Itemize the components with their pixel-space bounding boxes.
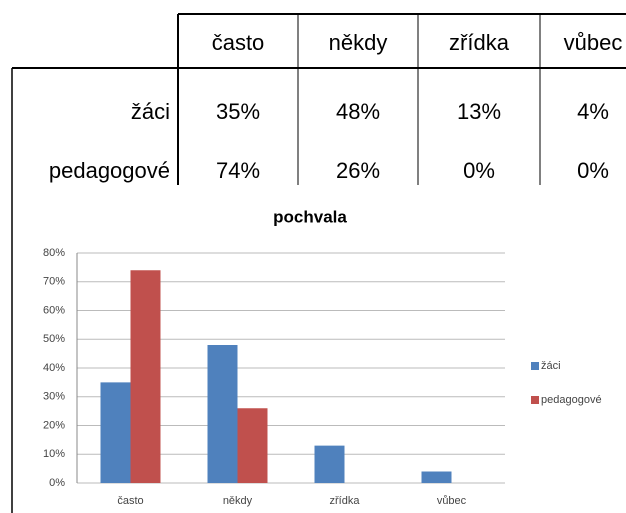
- table-cell: 26%: [336, 158, 380, 183]
- legend-label: žáci: [541, 360, 561, 372]
- bar: [237, 408, 268, 483]
- table-cell: 48%: [336, 99, 380, 124]
- y-tick-label: 0%: [49, 477, 65, 489]
- legend-swatch: [531, 396, 539, 404]
- bar: [130, 270, 161, 483]
- table-header: zřídka: [449, 30, 510, 55]
- table-lines: [11, 13, 626, 513]
- x-tick-label: zřídka: [330, 495, 361, 507]
- table-cell: 0%: [577, 158, 609, 183]
- table-header: někdy: [329, 30, 388, 55]
- y-tick-label: 20%: [43, 419, 65, 431]
- y-tick-label: 70%: [43, 276, 65, 288]
- legend-label: pedagogové: [541, 394, 602, 406]
- y-tick-label: 30%: [43, 391, 65, 403]
- y-tick-label: 10%: [43, 448, 65, 460]
- y-tick-label: 50%: [43, 333, 65, 345]
- legend-swatch: [531, 362, 539, 370]
- chart-title: pochvala: [273, 207, 347, 226]
- bar: [314, 445, 345, 483]
- x-tick-label: vůbec: [437, 495, 467, 507]
- bar: [421, 471, 452, 483]
- row-label: žáci: [131, 99, 170, 124]
- table-header: často: [212, 30, 265, 55]
- x-tick-label: někdy: [223, 495, 253, 507]
- table-header: vůbec: [564, 30, 623, 55]
- row-label: pedagogové: [49, 158, 170, 183]
- x-tick-label: často: [117, 495, 143, 507]
- y-tick-label: 40%: [43, 362, 65, 374]
- table-cell: 4%: [577, 99, 609, 124]
- table-cell: 0%: [463, 158, 495, 183]
- y-tick-label: 80%: [43, 247, 65, 259]
- bar: [207, 345, 238, 483]
- table-cell: 35%: [216, 99, 260, 124]
- table-cell: 74%: [216, 158, 260, 183]
- bar: [100, 382, 131, 483]
- y-tick-label: 60%: [43, 304, 65, 316]
- table-cell: 13%: [457, 99, 501, 124]
